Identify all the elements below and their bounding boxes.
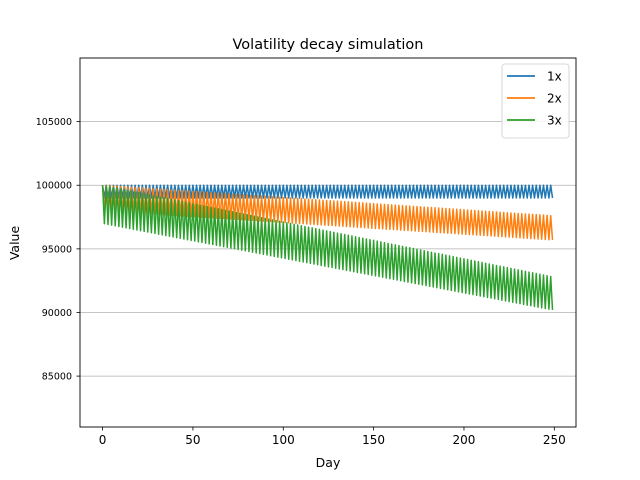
x-tick-label: 0 [99, 433, 107, 447]
series-line-3x [101, 185, 554, 310]
series-line-2x [101, 184, 554, 241]
y-axis-label: Value [7, 226, 22, 261]
y-tick-label: 105000 [36, 117, 72, 128]
y-tick-label: 95000 [42, 244, 72, 255]
legend-label-1x: 1x [547, 70, 562, 84]
x-tick-label: 50 [185, 433, 200, 447]
x-axis: 0 50 100 150 200 250 [99, 427, 566, 447]
x-tick-label: 150 [362, 433, 385, 447]
x-tick-label: 100 [272, 433, 295, 447]
legend-label-2x: 2x [547, 92, 562, 106]
series-line-1x [101, 184, 554, 199]
legend-label-3x: 3x [547, 114, 562, 128]
legend: 1x 2x 3x [501, 63, 570, 139]
y-axis: 85000 90000 95000 100000 105000 [36, 117, 80, 383]
x-axis-label: Day [316, 455, 341, 470]
chart-title: Volatility decay simulation [233, 37, 424, 53]
x-tick-label: 250 [543, 433, 566, 447]
y-tick-label: 85000 [42, 372, 72, 383]
series-layer [101, 184, 554, 310]
plot-frame [79, 57, 577, 428]
y-tick-label: 90000 [42, 308, 72, 319]
x-tick-label: 200 [453, 433, 476, 447]
y-tick-label: 100000 [36, 181, 72, 192]
